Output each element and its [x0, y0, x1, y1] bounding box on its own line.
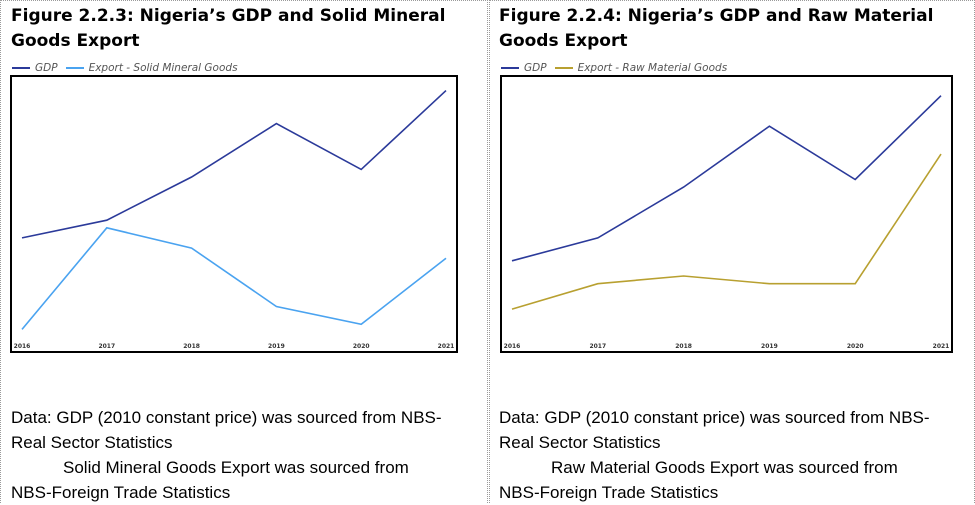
note-line: Real Sector Statistics: [499, 433, 661, 452]
x-tick-label: 2018: [675, 343, 692, 350]
legend-item-export: Export - Solid Mineral Goods: [65, 62, 238, 74]
note-line: NBS-Foreign Trade Statistics: [499, 483, 719, 502]
note-line: NBS-Foreign Trade Statistics: [11, 483, 231, 502]
x-tick-label: 2019: [268, 343, 285, 350]
series-line-export: [511, 153, 942, 310]
line-chart-solid-mineral: 2016 2017 2018 2019 2020 2021: [14, 90, 455, 350]
x-tick-label: 2020: [847, 343, 864, 350]
series-line-gdp: [21, 90, 447, 239]
x-tick-label: 2016: [14, 343, 31, 350]
data-source-note: Data: GDP (2010 constant price) was sour…: [499, 405, 974, 505]
note-line: Solid Mineral Goods Export was sourced f…: [63, 458, 409, 477]
chart-area: 2016 2017 2018 2019 2020 2021: [10, 75, 458, 353]
x-tick-label: 2016: [504, 343, 521, 350]
legend-item-export: Export - Raw Material Goods: [554, 62, 728, 74]
legend-label: Export - Raw Material Goods: [577, 62, 728, 74]
x-tick-label: 2017: [98, 343, 115, 350]
series-line-gdp: [511, 95, 942, 262]
x-tick-label: 2020: [353, 343, 370, 350]
legend-label: Export - Solid Mineral Goods: [88, 62, 238, 74]
x-tick-label: 2018: [183, 343, 200, 350]
x-tick-label: 2019: [761, 343, 778, 350]
chart-legend: GDP Export - Solid Mineral Goods: [12, 61, 246, 75]
series-line-export: [21, 226, 447, 330]
chart-area: 2016 2017 2018 2019 2020 2021: [500, 75, 953, 353]
figure-title: Figure 2.2.4: Nigeria’s GDP and Raw Mate…: [499, 6, 934, 51]
figure-panel-solid-mineral: Figure 2.2.3: Nigeria’s GDP and Solid Mi…: [0, 0, 488, 503]
legend-item-gdp: GDP: [12, 62, 58, 74]
figure-panel-raw-material: Figure 2.2.4: Nigeria’s GDP and Raw Mate…: [489, 0, 975, 503]
legend-swatch: [65, 67, 84, 69]
legend-swatch: [12, 67, 30, 69]
legend-swatch: [501, 67, 519, 69]
note-line: Real Sector Statistics: [11, 433, 173, 452]
x-tick-label: 2021: [933, 343, 950, 350]
legend-item-gdp: GDP: [501, 62, 547, 74]
note-line: Raw Material Goods Export was sourced fr…: [551, 458, 898, 477]
legend-label: GDP: [35, 62, 58, 74]
legend-swatch: [554, 67, 573, 69]
legend-label: GDP: [524, 62, 547, 74]
data-source-note: Data: GDP (2010 constant price) was sour…: [11, 405, 486, 505]
note-line: Data: GDP (2010 constant price) was sour…: [11, 408, 442, 427]
chart-legend: GDP Export - Raw Material Goods: [501, 61, 735, 75]
figure-title: Figure 2.2.3: Nigeria’s GDP and Solid Mi…: [11, 6, 446, 51]
line-chart-raw-material: 2016 2017 2018 2019 2020 2021: [504, 95, 950, 350]
note-line: Data: GDP (2010 constant price) was sour…: [499, 408, 930, 427]
x-tick-label: 2021: [438, 343, 455, 350]
x-tick-label: 2017: [589, 343, 606, 350]
